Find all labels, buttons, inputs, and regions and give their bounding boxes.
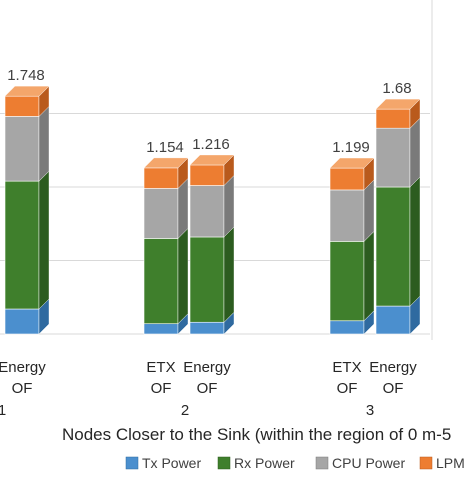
category-label: Energy [183,359,231,376]
group-label: 1 [0,402,6,419]
legend-label: Rx Power [234,455,295,471]
bar-side-rx-power [38,170,50,310]
data-label-total: 1.748 [7,67,45,84]
legend-label: Tx Power [142,455,201,471]
bar-segment-tx-power [189,321,225,335]
data-label-total: 1.68 [382,80,411,97]
bar-segment-lpm [189,164,225,186]
bar-segment-tx-power [375,305,411,335]
bar-segment-lpm [329,167,365,191]
bar-segment-rx-power [375,186,411,307]
bar-segment-lpm [375,108,411,129]
bar-segment-tx-power [4,308,40,335]
bar-segment-rx-power [4,180,40,310]
category-label: OF [197,380,218,397]
data-label-total: 1.216 [192,136,230,153]
bar-top [189,154,235,166]
legend-label: LPM [436,455,465,471]
category-label: OF [12,380,33,397]
bar-segment-cpu-power [143,188,179,239]
x-axis-title: Nodes Closer to the Sink (within the reg… [62,425,451,444]
bar-side-cpu-power [363,179,375,242]
group-label: 2 [181,402,189,419]
legend-swatch [419,456,433,470]
bar-top [375,98,421,110]
legend-label: CPU Power [332,455,405,471]
category-label: ETX [332,359,361,376]
bar-side-cpu-power [38,105,50,182]
legend-swatch [125,456,139,470]
category-label: Energy [369,359,417,376]
bar-top [4,85,50,97]
bar-side-rx-power [223,226,235,323]
bar-segment-cpu-power [4,116,40,182]
category-label: OF [151,380,172,397]
bar-side-rx-power [177,227,189,325]
category-label: ETX [146,359,175,376]
bar-segment-tx-power [329,320,365,335]
bar-segment-cpu-power [329,189,365,242]
legend-swatch [315,456,329,470]
category-label: OF [383,380,404,397]
bar-side-cpu-power [409,117,421,188]
bar-segment-rx-power [189,236,225,323]
category-label: Energy [0,359,46,376]
data-label-total: 1.199 [332,139,370,156]
bar-segment-rx-power [329,241,365,322]
group-label: 3 [366,402,374,419]
bar-side-rx-power [409,176,421,307]
bar-segment-rx-power [143,238,179,325]
bar-side-cpu-power [177,177,189,239]
bar-segment-lpm [4,95,40,117]
bar-top [329,157,375,169]
bar-side-rx-power [363,230,375,322]
category-label: OF [337,380,358,397]
bar-side-cpu-power [223,175,235,238]
bar-segment-tx-power [143,323,179,335]
bar-top [143,157,189,169]
data-label-total: 1.154 [146,139,184,156]
bar-segment-cpu-power [189,185,225,238]
bar-segment-lpm [143,167,179,189]
legend-swatch [217,456,231,470]
bar-segment-cpu-power [375,127,411,188]
